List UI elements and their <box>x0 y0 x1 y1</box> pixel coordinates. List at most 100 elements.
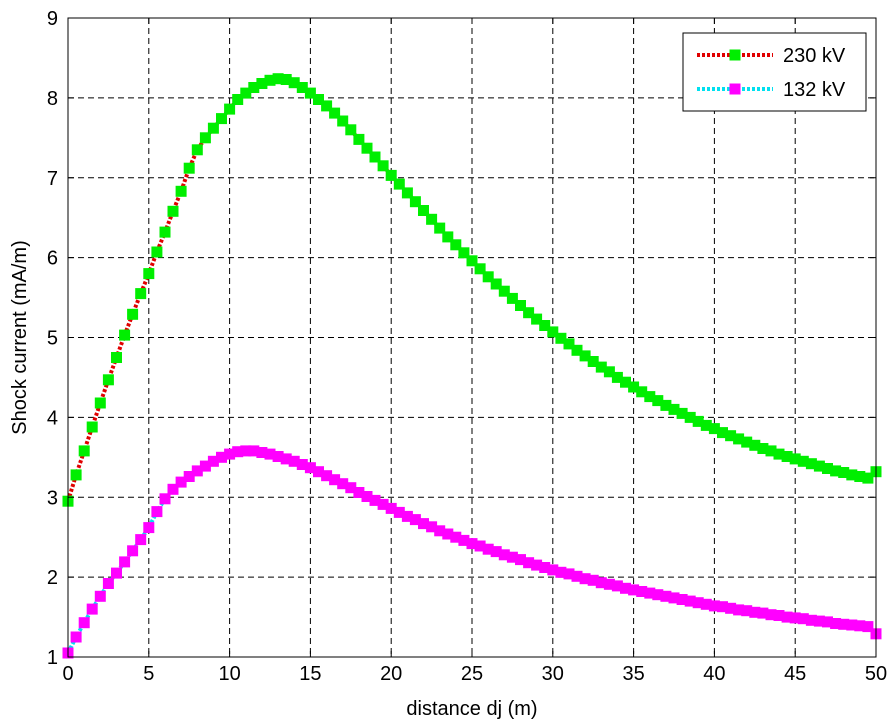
marker-230kv <box>94 397 106 409</box>
marker-230kv <box>401 187 413 199</box>
marker-230kv <box>272 73 284 85</box>
marker-230kv <box>555 332 567 344</box>
marker-132kv <box>498 549 510 561</box>
marker-230kv <box>458 247 470 259</box>
marker-230kv <box>418 205 429 216</box>
legend-label-132kv: 132 kV <box>783 79 846 101</box>
marker-230kv <box>830 465 842 477</box>
x-tick-label: 35 <box>622 663 644 685</box>
marker-132kv <box>135 534 147 546</box>
marker-132kv <box>684 595 696 607</box>
marker-132kv <box>838 618 850 630</box>
marker-132kv <box>660 590 672 602</box>
marker-230kv <box>207 122 219 134</box>
x-tick-label: 50 <box>865 663 887 685</box>
marker-230kv <box>135 288 147 300</box>
marker-132kv <box>789 612 801 624</box>
legend: 230 kV 132 kV <box>682 32 867 112</box>
marker-132kv <box>256 447 268 458</box>
marker-132kv <box>183 471 195 482</box>
marker-230kv <box>143 268 155 280</box>
marker-132kv <box>207 455 219 467</box>
marker-230kv <box>159 226 171 238</box>
y-tick-label: 5 <box>47 328 58 350</box>
marker-132kv <box>474 540 486 552</box>
marker-132kv <box>805 614 817 626</box>
legend-entry-230kv: 230 kV <box>697 45 846 67</box>
marker-230kv <box>86 421 98 433</box>
marker-132kv <box>272 451 284 462</box>
marker-132kv <box>571 570 583 582</box>
legend-box <box>682 32 867 112</box>
marker-230kv <box>644 391 656 403</box>
marker-132kv <box>426 521 438 533</box>
marker-230kv <box>620 376 631 388</box>
marker-230kv <box>854 471 866 482</box>
marker-230kv <box>353 133 365 145</box>
marker-230kv <box>725 430 737 442</box>
marker-230kv <box>337 115 349 127</box>
marker-132kv <box>587 574 599 586</box>
x-tick-label: 25 <box>461 663 483 685</box>
marker-132kv <box>345 482 357 494</box>
marker-132kv <box>313 466 324 478</box>
y-axis-label: Shock current (mA/m) <box>9 240 31 434</box>
marker-132kv <box>506 551 518 563</box>
marker-132kv <box>781 611 793 623</box>
marker-132kv <box>603 578 615 590</box>
x-tick-label: 5 <box>143 663 154 685</box>
marker-230kv <box>264 74 276 86</box>
marker-132kv <box>191 465 203 477</box>
marker-132kv <box>321 470 333 482</box>
marker-230kv <box>175 185 187 197</box>
marker-230kv <box>846 469 858 481</box>
marker-132kv <box>547 564 559 576</box>
marker-132kv <box>119 556 131 568</box>
marker-230kv <box>692 415 704 427</box>
marker-230kv <box>442 231 454 243</box>
marker-230kv <box>119 329 131 341</box>
marker-230kv <box>434 222 446 234</box>
y-tick-label: 1 <box>47 647 58 669</box>
x-tick-label: 40 <box>703 663 725 685</box>
marker-132kv <box>385 502 397 514</box>
marker-132kv <box>434 525 446 537</box>
marker-132kv <box>531 559 543 571</box>
marker-230kv <box>385 169 397 181</box>
marker-230kv <box>741 436 753 448</box>
marker-132kv <box>579 573 591 585</box>
marker-132kv <box>304 462 316 474</box>
marker-132kv <box>353 487 365 498</box>
marker-230kv <box>700 419 712 431</box>
marker-132kv <box>741 605 753 617</box>
marker-230kv <box>232 94 244 105</box>
marker-230kv <box>822 463 833 474</box>
marker-230kv <box>773 448 785 460</box>
marker-132kv <box>773 610 785 621</box>
marker-230kv <box>563 338 575 350</box>
x-tick-label: 15 <box>299 663 321 685</box>
marker-230kv <box>611 371 623 383</box>
marker-132kv <box>401 510 413 522</box>
marker-230kv <box>183 162 195 174</box>
marker-230kv <box>587 356 599 367</box>
marker-230kv <box>813 460 825 472</box>
legend-entry-132kv: 132 kV <box>697 79 846 101</box>
marker-132kv <box>628 584 640 596</box>
marker-230kv <box>684 411 696 423</box>
marker-230kv <box>523 307 535 319</box>
x-tick-label: 30 <box>542 663 564 685</box>
marker-132kv <box>862 621 874 633</box>
marker-132kv <box>86 603 98 615</box>
marker-230kv <box>224 103 236 115</box>
marker-132kv <box>555 566 567 578</box>
marker-132kv <box>676 594 688 605</box>
marker-230kv <box>765 445 777 457</box>
marker-230kv <box>789 453 801 465</box>
marker-230kv <box>717 427 728 439</box>
marker-230kv <box>248 82 260 93</box>
marker-230kv <box>393 178 405 190</box>
marker-230kv <box>571 344 583 356</box>
x-tick-label: 10 <box>218 663 240 685</box>
